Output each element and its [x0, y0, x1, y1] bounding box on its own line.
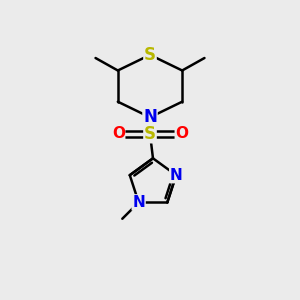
Text: S: S [144, 125, 156, 143]
Text: O: O [175, 126, 188, 141]
Text: N: N [132, 195, 145, 210]
Text: N: N [170, 168, 182, 183]
Text: N: N [143, 108, 157, 126]
Text: S: S [144, 46, 156, 64]
Text: O: O [112, 126, 125, 141]
